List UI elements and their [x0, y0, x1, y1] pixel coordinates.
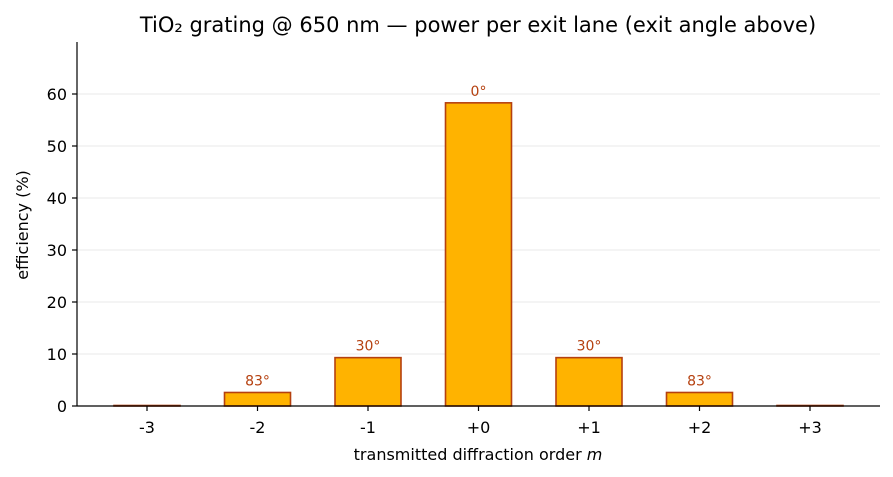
x-axis-ticks: -3 -2 -1 +0 +1 +2 +3 — [139, 406, 822, 437]
x-axis-label-variable: m — [587, 445, 603, 464]
bar-series — [113, 102, 844, 407]
bar-order-+0 — [444, 102, 513, 407]
y-tick-label: 60 — [47, 85, 67, 104]
exit-angle-label: 30° — [577, 339, 602, 355]
bar-order-+2 — [665, 391, 734, 407]
chart-title: TiO₂ grating @ 650 nm — power per exit l… — [139, 13, 816, 37]
y-axis-ticks: 0 10 20 30 40 50 60 — [47, 85, 77, 416]
x-tick-label: +3 — [798, 418, 822, 437]
x-axis-label-text: transmitted diffraction order — [354, 445, 582, 464]
y-tick-label: 20 — [47, 293, 67, 312]
x-tick-label: -1 — [360, 418, 376, 437]
exit-angle-label: 83° — [687, 373, 712, 389]
bar-order--2 — [223, 391, 292, 407]
y-tick-label: 50 — [47, 137, 67, 156]
exit-angle-label: 0° — [471, 84, 487, 100]
y-tick-label: 0 — [57, 397, 67, 416]
x-tick-label: -3 — [139, 418, 155, 437]
y-tick-label: 30 — [47, 241, 67, 260]
x-tick-label: +2 — [688, 418, 712, 437]
exit-angle-label: 30° — [356, 339, 381, 355]
x-tick-label: +1 — [577, 418, 601, 437]
x-tick-label: +0 — [467, 418, 491, 437]
exit-angle-label: 83° — [245, 373, 270, 389]
bar-order--1 — [334, 356, 402, 407]
x-axis-label: transmitted diffraction order m — [354, 445, 603, 464]
x-tick-label: -2 — [250, 418, 266, 437]
bar-order-+1 — [555, 356, 623, 407]
exit-angle-labels: 83° 30° 0° 30° 83° — [245, 84, 712, 390]
y-axis-label: efficiency (%) — [13, 170, 32, 280]
y-tick-label: 40 — [47, 189, 67, 208]
y-tick-label: 10 — [47, 345, 67, 364]
